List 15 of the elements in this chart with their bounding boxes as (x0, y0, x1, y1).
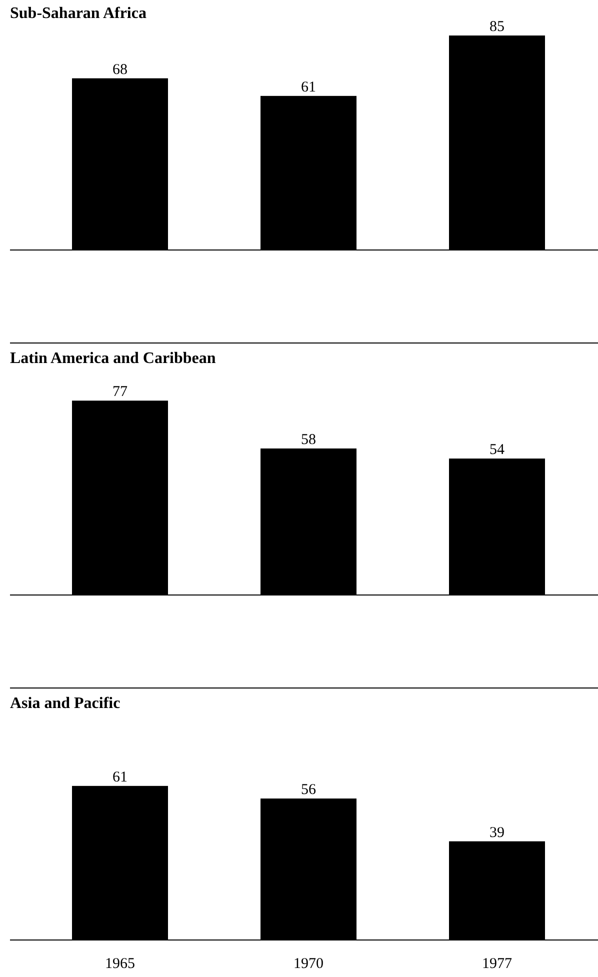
data-label: 39 (490, 824, 504, 841)
chart-title: Sub-Saharan Africa (10, 5, 146, 22)
data-label: 61 (301, 79, 316, 96)
data-label: 58 (301, 432, 316, 448)
chart-title: Asia and Pacific (10, 695, 120, 712)
x-tick-label: 1977 (482, 956, 512, 972)
data-label: 56 (301, 782, 316, 798)
data-label: 77 (112, 384, 128, 400)
data-label: 61 (112, 769, 128, 786)
chart-title: Latin America and Caribbean (10, 350, 216, 367)
x-tick-label: 1970 (294, 956, 324, 972)
data-label: 85 (490, 19, 504, 35)
data-label: 54 (490, 442, 505, 458)
data-label: 68 (112, 62, 128, 78)
x-tick-label: 1965 (105, 956, 135, 972)
